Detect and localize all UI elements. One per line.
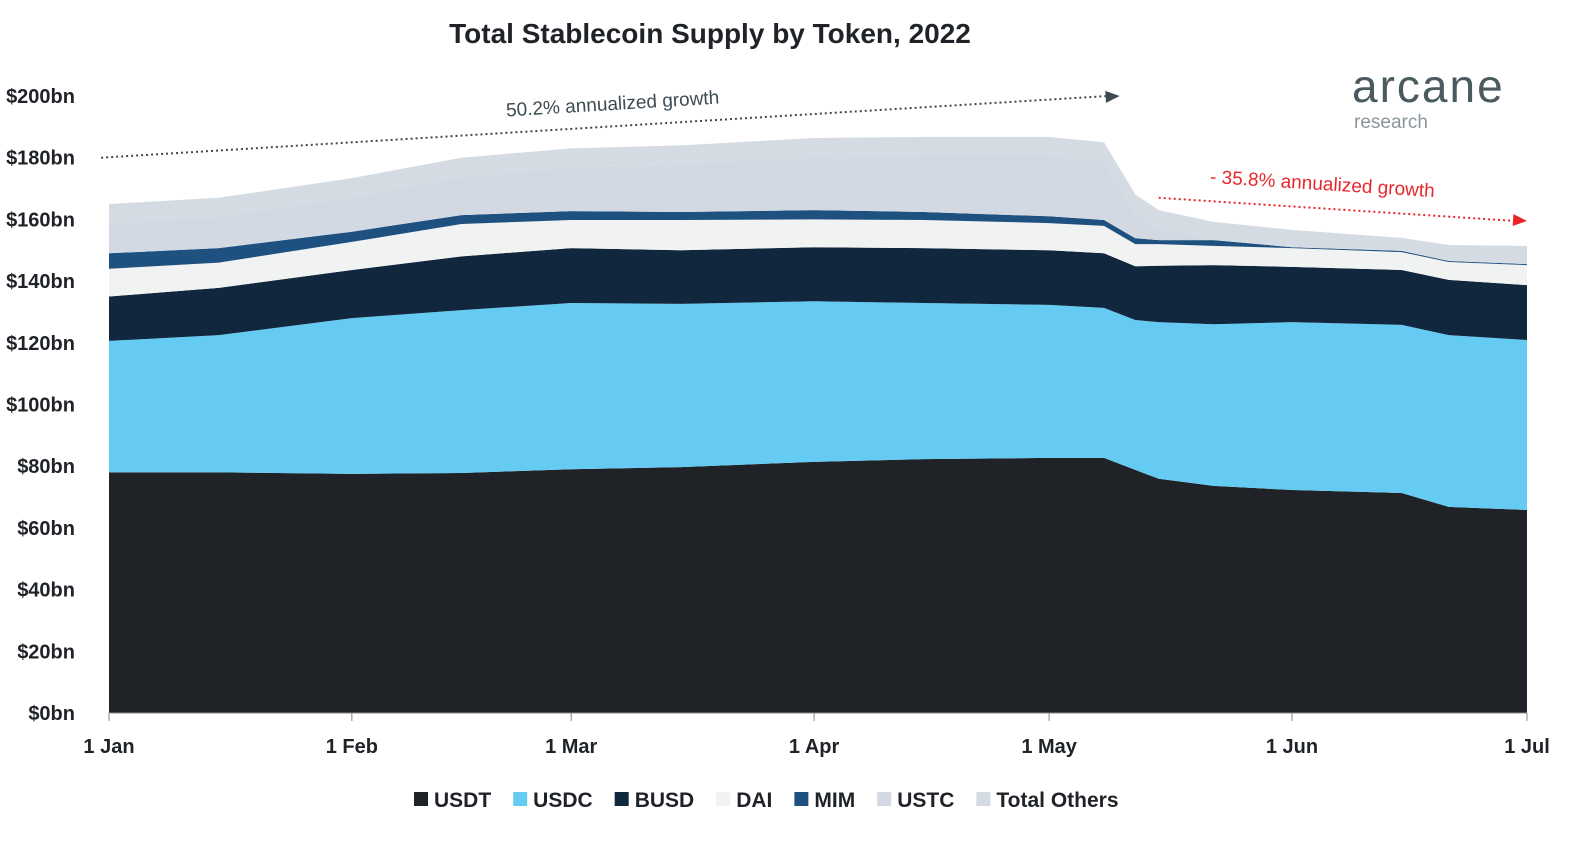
x-axis: 1 Jan 1 Feb 1 Mar 1 Apr 1 May 1 Jun 1 Jul xyxy=(83,712,1550,758)
y-tick-label: $100bn xyxy=(6,395,75,417)
legend-label: BUSD xyxy=(635,789,695,812)
area-dai xyxy=(109,219,1527,297)
legend: USDT USDC BUSD DAI MIM USTC Total Others xyxy=(414,789,1119,812)
y-tick-label: $160bn xyxy=(6,209,75,231)
legend-label: Total Others xyxy=(996,789,1118,812)
legend-item-busd[interactable]: BUSD xyxy=(614,789,695,812)
legend-swatch xyxy=(414,792,428,806)
chart-title: Total Stablecoin Supply by Token, 2022 xyxy=(449,18,971,49)
y-tick-label: $200bn xyxy=(6,86,75,108)
legend-item-usdc[interactable]: USDC xyxy=(513,789,593,812)
area-ustc xyxy=(109,155,1527,265)
trend-arrow-line xyxy=(101,95,1108,159)
y-tick-label: $120bn xyxy=(6,333,75,355)
legend-swatch xyxy=(976,792,991,806)
logo-sub: research xyxy=(1354,112,1428,133)
area-usdt xyxy=(109,457,1527,713)
arcane-logo: arcane research xyxy=(1352,60,1505,133)
legend-item-usdt[interactable]: USDT xyxy=(414,789,491,812)
area-usdc xyxy=(109,301,1527,510)
legend-label: MIM xyxy=(814,789,855,812)
legend-item-mim[interactable]: MIM xyxy=(794,789,855,812)
y-tick-label: $180bn xyxy=(6,148,75,170)
y-tick-label: $20bn xyxy=(17,641,75,663)
x-tick-label: 1 Apr xyxy=(789,736,840,758)
y-tick-label: $40bn xyxy=(17,580,75,602)
x-tick-label: 1 Mar xyxy=(545,736,597,758)
legend-label: USDT xyxy=(434,789,491,812)
legend-label: USDC xyxy=(533,789,593,812)
x-tick-label: 1 Jan xyxy=(83,736,134,758)
legend-swatch xyxy=(877,792,892,806)
x-tick-label: 1 May xyxy=(1021,736,1077,758)
arrow-head-icon xyxy=(1512,214,1527,227)
legend-swatch xyxy=(614,792,629,806)
y-tick-label: $60bn xyxy=(17,518,75,540)
x-tick-label: 1 Jul xyxy=(1504,736,1550,758)
legend-swatch xyxy=(513,792,528,806)
legend-item-ustc[interactable]: USTC xyxy=(877,789,954,812)
y-tick-label: $80bn xyxy=(17,456,75,478)
trend-arrow-line xyxy=(1158,196,1516,222)
arrow-head-icon xyxy=(1105,90,1120,103)
legend-item-dai[interactable]: DAI xyxy=(716,789,772,812)
legend-item-total-others[interactable]: Total Others xyxy=(976,789,1119,812)
x-tick-label: 1 Feb xyxy=(326,736,378,758)
area-total-others xyxy=(109,137,1527,264)
series-areas xyxy=(109,137,1527,713)
area-busd xyxy=(109,247,1527,341)
annotation-text: - 35.8% annualized growth xyxy=(1209,167,1435,202)
legend-label: DAI xyxy=(736,789,772,812)
x-tick-label: 1 Jun xyxy=(1266,736,1318,758)
legend-swatch xyxy=(794,792,809,806)
y-axis: $0bn $20bn $40bn $60bn $80bn $100bn $120bn $140… xyxy=(6,86,75,725)
legend-label: USTC xyxy=(897,789,954,812)
legend-swatch xyxy=(716,792,731,806)
y-tick-label: $0bn xyxy=(28,703,75,725)
logo-name: arcane xyxy=(1352,60,1505,112)
y-tick-label: $140bn xyxy=(6,271,75,293)
annotation-text: 50.2% annualized growth xyxy=(506,88,720,122)
